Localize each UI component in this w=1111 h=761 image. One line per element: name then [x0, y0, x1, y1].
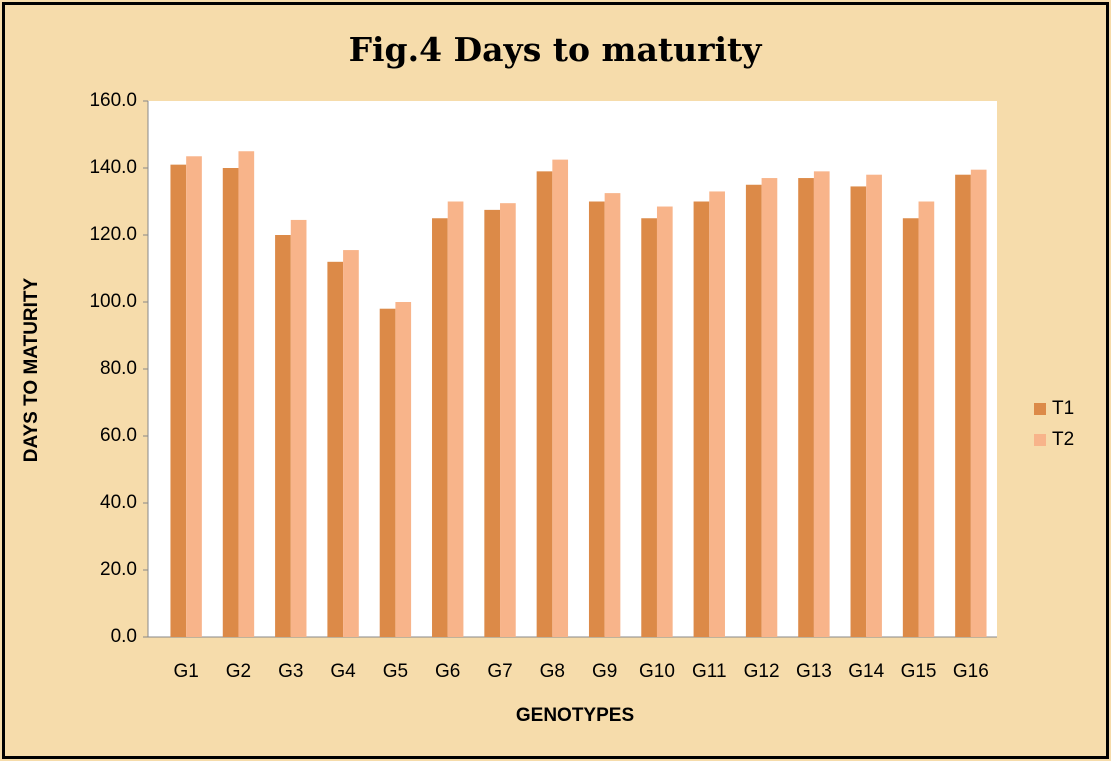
- bar: [552, 159, 569, 637]
- x-tick-label: G8: [540, 661, 565, 682]
- x-tick-label: G2: [226, 661, 251, 682]
- y-tick-label: 160.0: [89, 90, 137, 111]
- bar: [850, 186, 867, 638]
- bar: [536, 171, 553, 637]
- bar: [709, 191, 725, 637]
- x-tick-label: G5: [383, 661, 408, 682]
- bar: [918, 201, 935, 637]
- bar: [395, 302, 412, 637]
- bar: [866, 174, 882, 637]
- bar: [238, 151, 255, 637]
- y-tick-label: 80.0: [100, 358, 137, 379]
- y-tick-label: 0.0: [111, 626, 137, 647]
- bar: [500, 203, 516, 638]
- bar: [327, 261, 344, 637]
- legend-label: T2: [1052, 429, 1074, 450]
- x-tick-label: G16: [953, 661, 989, 682]
- legend-swatch: [1034, 403, 1046, 415]
- bar: [275, 235, 291, 637]
- x-tick-label: G10: [639, 661, 675, 682]
- bar: [170, 164, 187, 637]
- x-tick-label: G14: [848, 661, 884, 682]
- bar: [970, 169, 987, 638]
- bar: [745, 184, 762, 637]
- x-tick-label: G3: [278, 661, 303, 682]
- bar: [222, 168, 239, 637]
- bar: [955, 174, 971, 637]
- bar: [902, 218, 919, 637]
- y-tick-label: 20.0: [100, 559, 137, 580]
- y-tick-label: 60.0: [100, 425, 137, 446]
- y-tick-label: 120.0: [89, 224, 137, 245]
- bar: [798, 178, 814, 638]
- x-tick-label: G15: [901, 661, 937, 682]
- y-tick-label: 100.0: [89, 291, 137, 312]
- x-tick-label: G13: [796, 661, 832, 682]
- x-tick-label: G1: [173, 661, 198, 682]
- bar: [343, 250, 359, 637]
- y-tick-label: 40.0: [100, 492, 137, 513]
- bar: [290, 219, 307, 638]
- x-tick-label: G6: [435, 661, 460, 682]
- legend-label: T1: [1052, 398, 1074, 419]
- bar: [813, 171, 830, 637]
- x-tick-label: G9: [592, 661, 617, 682]
- chart-title: Fig.4 Days to maturity: [349, 30, 763, 69]
- bar: [761, 178, 778, 638]
- legend-swatch: [1034, 434, 1046, 446]
- bar: [186, 156, 202, 637]
- bar: [379, 308, 396, 637]
- x-tick-label: G12: [744, 661, 780, 682]
- bar: [656, 206, 673, 637]
- bar: [693, 201, 710, 637]
- bar: [484, 209, 501, 637]
- x-axis-title: GENOTYPES: [516, 705, 634, 726]
- y-axis-title: DAYS TO MATURITY: [21, 277, 42, 462]
- bar: [447, 201, 464, 637]
- x-tick-label: G7: [487, 661, 512, 682]
- bar: [588, 201, 605, 637]
- x-tick-label: G4: [330, 661, 356, 682]
- bar: [641, 218, 657, 637]
- y-tick-label: 140.0: [89, 157, 137, 178]
- x-tick-label: G11: [692, 661, 727, 682]
- bar: [432, 218, 448, 637]
- bar: [604, 193, 621, 637]
